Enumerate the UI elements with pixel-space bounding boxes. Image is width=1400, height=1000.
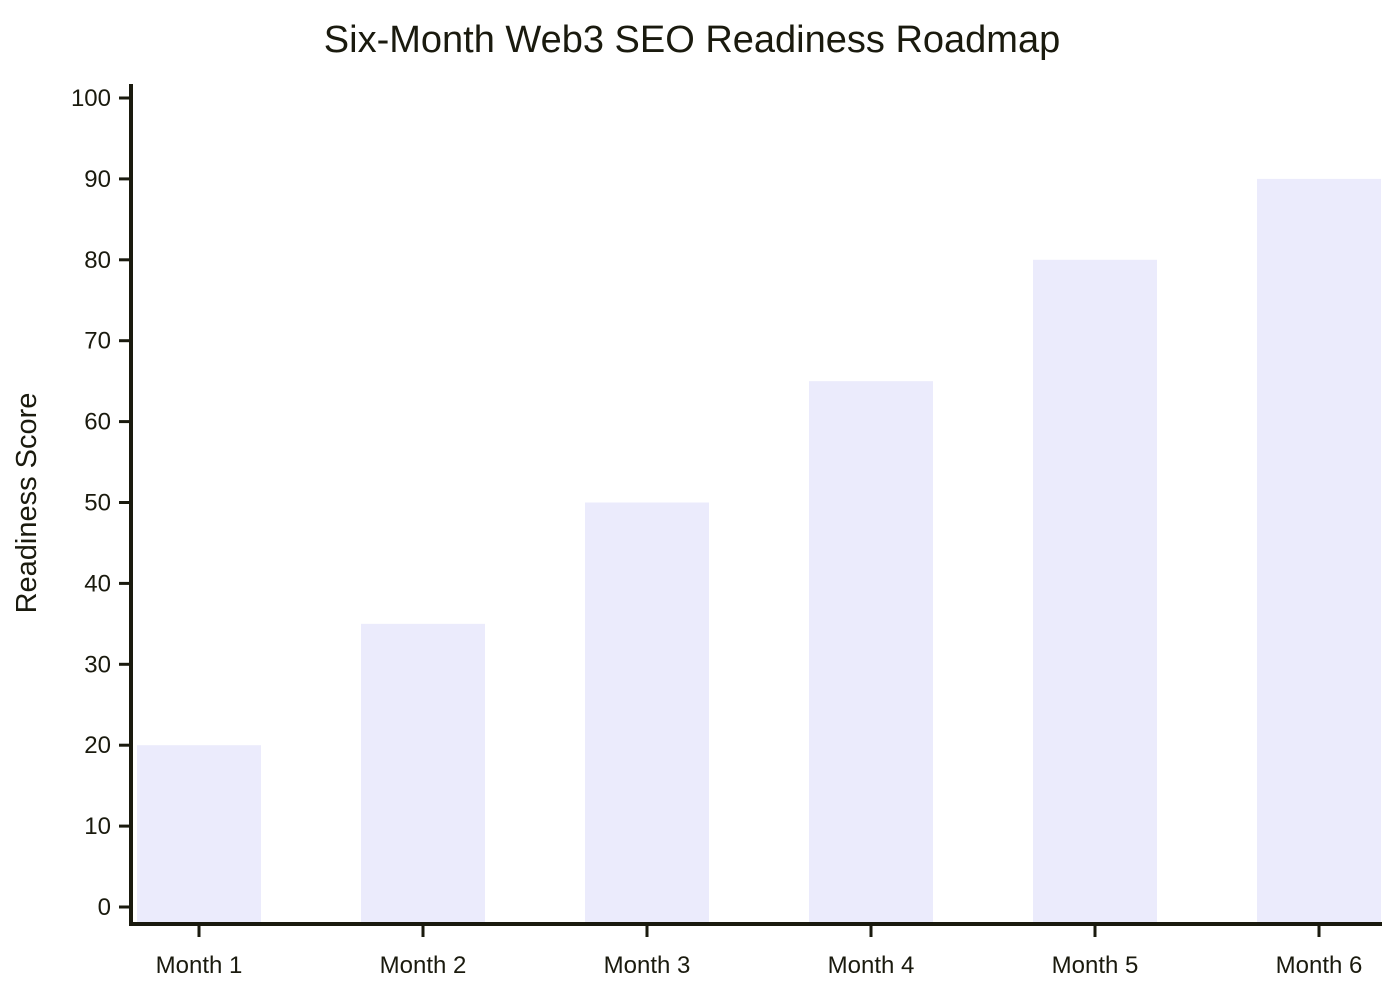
y-tick-label: 10 (84, 813, 111, 840)
bar-6 (1257, 178, 1381, 922)
x-tick-label: Month 5 (1052, 952, 1139, 979)
y-tick-label: 50 (84, 490, 111, 517)
y-tick-label: 80 (84, 247, 111, 274)
x-tick-label: Month 2 (380, 952, 467, 979)
chart-title: Six-Month Web3 SEO Readiness Roadmap (324, 19, 1060, 61)
y-axis-label: Readiness Score (11, 393, 43, 614)
bar-4 (809, 381, 933, 922)
y-tick-label: 40 (84, 570, 111, 597)
bar-1 (137, 745, 261, 922)
x-tick-label: Month 1 (156, 952, 243, 979)
x-tick-label: Month 6 (1276, 952, 1363, 979)
y-axis-ticks: 0 10 20 30 40 50 60 70 80 90 100 (71, 85, 131, 921)
y-tick-label: 0 (98, 894, 111, 921)
y-tick-label: 60 (84, 409, 111, 436)
y-tick-label: 90 (84, 166, 111, 193)
bar-2 (361, 623, 485, 922)
x-tick-label: Month 3 (604, 952, 691, 979)
bars-layer (137, 178, 1381, 922)
x-tick-label: Month 4 (828, 952, 915, 979)
y-tick-label: 100 (71, 85, 111, 112)
x-axis-ticks: Month 1 Month 2 Month 3 Month 4 Month 5 Month… (156, 924, 1363, 979)
bar-3 (585, 502, 709, 922)
y-tick-label: 20 (84, 732, 111, 759)
y-tick-label: 70 (84, 328, 111, 355)
bar-5 (1033, 259, 1157, 922)
y-tick-label: 30 (84, 651, 111, 678)
